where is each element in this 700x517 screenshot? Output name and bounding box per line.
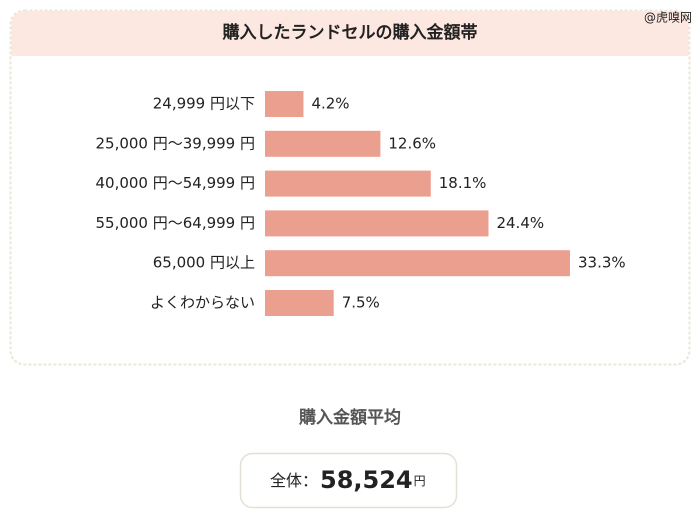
category-label: 65,000 円以上 (153, 254, 255, 272)
category-label: 24,999 円以下 (153, 95, 255, 113)
value-label: 33.3% (578, 254, 626, 272)
summary-box (239, 452, 458, 509)
bar (265, 130, 381, 157)
bar (265, 250, 570, 277)
bar (265, 91, 304, 117)
category-label: よくわからない (150, 294, 255, 312)
summary-label: 全体： (270, 471, 318, 490)
summary-unit: 円 (414, 474, 426, 488)
bar (265, 170, 431, 197)
summary-amount: 58,524 (320, 466, 413, 494)
category-label: 25,000 円〜39,999 円 (95, 134, 255, 152)
value-label: 24.4% (496, 214, 544, 232)
value-label: 12.6% (388, 134, 436, 152)
value-label: 18.1% (439, 174, 487, 192)
category-label: 55,000 円〜64,999 円 (95, 214, 255, 232)
title-band (11, 11, 689, 56)
bar (265, 210, 489, 237)
watermark: @虎嗅网 (644, 11, 692, 25)
value-label: 7.5% (342, 294, 380, 312)
value-label: 4.2% (311, 95, 349, 113)
summary-line: 全体：58,524円 (270, 466, 426, 494)
category-label: 40,000 円〜54,999 円 (95, 174, 255, 192)
chart-title: 購入したランドセルの購入金額帯 (223, 22, 478, 43)
summary-heading: 購入金額平均 (299, 407, 401, 428)
bar (265, 290, 334, 316)
